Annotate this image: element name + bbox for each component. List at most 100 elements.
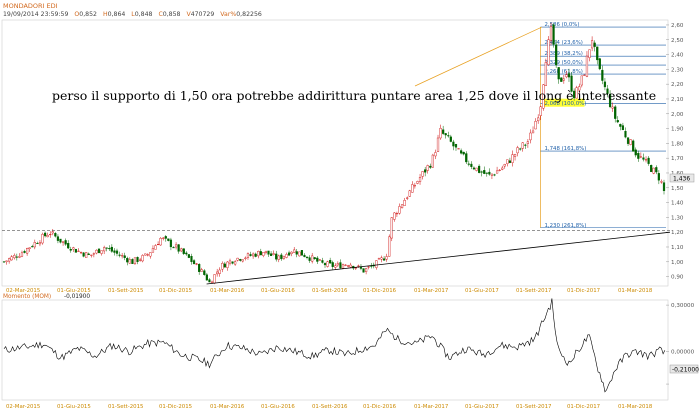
- candle-body: [403, 200, 406, 206]
- last-price-label: 1,436: [673, 176, 690, 183]
- candle-body: [293, 249, 296, 253]
- candle-body: [282, 255, 286, 259]
- candle-body: [529, 132, 532, 141]
- candle-body: [521, 142, 524, 149]
- candle-body: [583, 74, 586, 76]
- candle-body: [257, 251, 260, 257]
- candle-body: [560, 77, 563, 82]
- candle-body: [619, 124, 622, 127]
- candle-body: [131, 259, 134, 264]
- candle-body: [226, 261, 229, 268]
- momentum-last-tag: -0,21000: [669, 364, 699, 374]
- candle-body: [506, 159, 509, 164]
- ohlc-var: 0,82256: [236, 11, 262, 18]
- fib-level-label: 2,389 (38,2%): [544, 51, 582, 57]
- candle-body: [465, 153, 468, 163]
- candle-body: [650, 165, 653, 172]
- candle-body: [36, 243, 39, 245]
- momentum-panel: Momento (MOM) -0,01900 0,30000 0,00000 02…: [1, 294, 699, 410]
- candle-body: [244, 257, 247, 259]
- annotation-connector: [414, 26, 543, 87]
- candle-body: [108, 248, 111, 250]
- price-x-tick-label: 01-Giu-2016: [261, 288, 295, 294]
- candle-body: [262, 252, 265, 256]
- momentum-title: Momento (MOM): [3, 294, 51, 300]
- candle-body: [144, 253, 147, 256]
- chart-overlays: [2, 26, 671, 285]
- candle-body: [385, 256, 388, 260]
- candle-body: [526, 141, 529, 144]
- fib-level-label: 2,329 (50,0%): [544, 60, 582, 66]
- candle-body: [395, 213, 399, 215]
- candle-body: [298, 251, 301, 257]
- candle-body: [290, 251, 293, 254]
- candle-body: [210, 281, 214, 283]
- candle-body: [221, 263, 224, 270]
- price-x-tick-label: 01-Dic-2016: [363, 288, 397, 294]
- momentum-line: [3, 298, 666, 393]
- candle-body: [287, 252, 291, 256]
- candle-body: [110, 246, 113, 252]
- price-y-tick-label: 0,90: [671, 275, 684, 281]
- candle-body: [118, 254, 121, 256]
- price-y-tick-label: 1,30: [671, 215, 684, 221]
- candle-body: [534, 121, 537, 130]
- momentum-x-tick-label: 01-Mar-2017: [414, 404, 448, 410]
- candle-body: [64, 240, 67, 245]
- price-x-tick-label: 01-Sett-2016: [312, 288, 348, 294]
- momentum-x-tick-label: 01-Sett-2015: [108, 404, 143, 410]
- candle-body: [375, 260, 378, 268]
- candle-body: [380, 257, 383, 260]
- price-x-tick-label: 01-Dic-2017: [567, 288, 600, 294]
- candle-body: [537, 117, 540, 122]
- candle-body: [223, 263, 226, 268]
- candle-body: [213, 274, 216, 284]
- candle-body: [43, 232, 47, 237]
- candle-body: [416, 181, 419, 184]
- momentum-x-tick-label: 01-Dic-2015: [159, 404, 192, 410]
- candle-body: [483, 170, 486, 174]
- candle-body: [162, 237, 165, 239]
- fib-highlight-box: [542, 98, 585, 107]
- candle-body: [439, 128, 442, 139]
- ohlc-low: 0,848: [135, 11, 153, 18]
- candle-body: [74, 248, 78, 253]
- ohlc-high: 0,864: [108, 11, 126, 18]
- candle-body: [77, 250, 80, 252]
- candle-body: [187, 254, 191, 258]
- candle-body: [334, 265, 337, 268]
- price-y-tick-label: 2,30: [671, 67, 684, 73]
- candle-body: [442, 129, 445, 134]
- price-y-tick-label: 1,00: [671, 260, 684, 266]
- candle-body: [539, 106, 542, 116]
- fib-level-label: 1,230 (261,8%): [544, 223, 586, 229]
- candle-body: [269, 253, 273, 256]
- candle-body: [624, 131, 627, 138]
- candle-body: [616, 120, 619, 123]
- price-x-tick-label: 01-Sett-2015: [108, 288, 143, 294]
- price-x-tick-label: 02-Mar-2015: [6, 288, 40, 294]
- candle-body: [632, 140, 635, 152]
- candle-body: [5, 260, 8, 263]
- candle-body: [56, 236, 60, 241]
- candle-body: [362, 268, 365, 273]
- candle-body: [547, 39, 550, 65]
- candle-body: [634, 149, 637, 156]
- candle-body: [146, 254, 149, 256]
- candle-body: [208, 279, 211, 283]
- candle-body: [498, 169, 501, 171]
- candle-body: [524, 144, 527, 146]
- candle-body: [608, 93, 612, 108]
- candle-body: [418, 177, 422, 182]
- candle-body: [365, 268, 368, 272]
- candle-body: [388, 236, 391, 257]
- candle-body: [644, 158, 648, 161]
- price-y-axis: 0,901,001,101,201,301,401,501,601,701,80…: [666, 23, 684, 281]
- price-y-tick-label: 2,40: [671, 53, 684, 59]
- ohlc-open: 0,852: [79, 11, 97, 18]
- candle-body: [588, 49, 591, 58]
- price-y-tick-label: 1,20: [671, 230, 684, 236]
- price-y-tick-label: 1,40: [671, 201, 684, 207]
- candle-body: [10, 256, 13, 261]
- candle-body: [172, 247, 175, 249]
